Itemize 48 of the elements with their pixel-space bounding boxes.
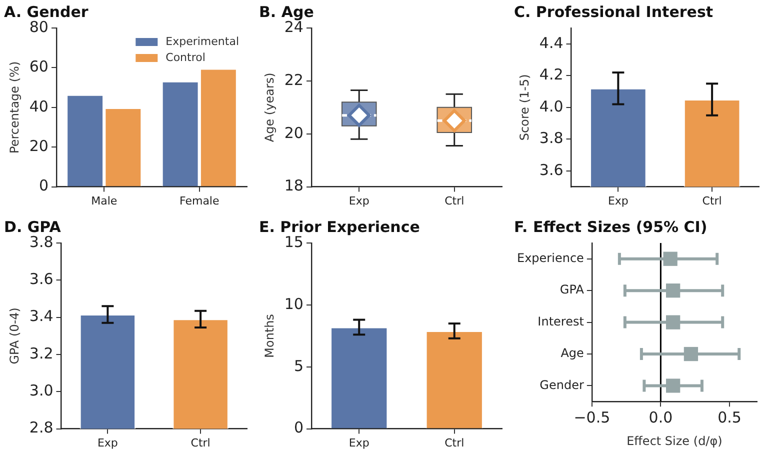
y-tick-label: 40 (29, 97, 48, 116)
y-axis-title: GPA (0-4) (7, 308, 22, 364)
x-tick-label: Male (91, 194, 118, 208)
x-tick-label: Exp (348, 194, 370, 208)
y-tick-label: 3.6 (539, 160, 564, 179)
y-tick-label: 3.4 (29, 307, 54, 326)
y-axis-title: Percentage (%) (7, 61, 22, 154)
x-tick-label: 0.0 (648, 408, 673, 426)
x-tick-label: Ctrl (190, 436, 210, 450)
y-axis-title: Age (years) (262, 72, 276, 142)
chart-title: F. Effect Sizes (95% CI) (514, 218, 708, 236)
y-tick-label: Interest (538, 314, 584, 328)
y-tick-label: Gender (540, 378, 584, 392)
y-tick-label: 3.2 (29, 344, 54, 362)
x-axis-title: Effect Size (d/φ) (626, 434, 722, 448)
y-axis-title: Score (1-5) (517, 74, 532, 141)
y-tick-label: GPA (560, 282, 585, 297)
y-tick-label: 22 (284, 70, 304, 89)
x-tick-label: Exp (608, 194, 628, 208)
legend-label: Experimental (166, 34, 240, 48)
y-tick-label: 18 (284, 176, 304, 195)
y-tick-label: 20 (284, 124, 304, 142)
y-tick-label: Experience (517, 250, 584, 265)
chart-title: C. Professional Interest (514, 2, 714, 21)
y-tick-label: 3.8 (539, 129, 564, 148)
x-tick-label: Ctrl (444, 194, 464, 208)
y-tick-label: 3.6 (29, 270, 54, 288)
y-tick-label: Age (560, 346, 584, 360)
x-tick-label: Exp (97, 436, 118, 450)
x-tick-label: Ctrl (702, 194, 722, 208)
x-tick-label: 0.5 (718, 408, 742, 426)
x-tick-label: Female (179, 194, 220, 208)
y-tick-label: 20 (29, 136, 48, 155)
y-tick-label: 4.0 (539, 97, 564, 116)
legend-label: Control (166, 50, 206, 64)
y-tick-label: 60 (29, 58, 48, 76)
x-tick-label: Exp (348, 436, 370, 450)
x-tick-label: Ctrl (444, 436, 464, 450)
y-tick-label: 3.0 (29, 382, 54, 400)
y-axis-title: Months (262, 314, 276, 358)
y-tick-label: 0 (294, 418, 304, 437)
y-tick-label: 4.2 (539, 66, 564, 84)
y-tick-label: 10 (284, 294, 304, 313)
y-tick-label: 0 (38, 176, 48, 195)
y-tick-label: 4.4 (539, 34, 564, 52)
x-tick-label: −0.5 (574, 408, 610, 426)
y-tick-label: 2.8 (29, 418, 54, 437)
y-tick-label: 5 (294, 356, 304, 375)
